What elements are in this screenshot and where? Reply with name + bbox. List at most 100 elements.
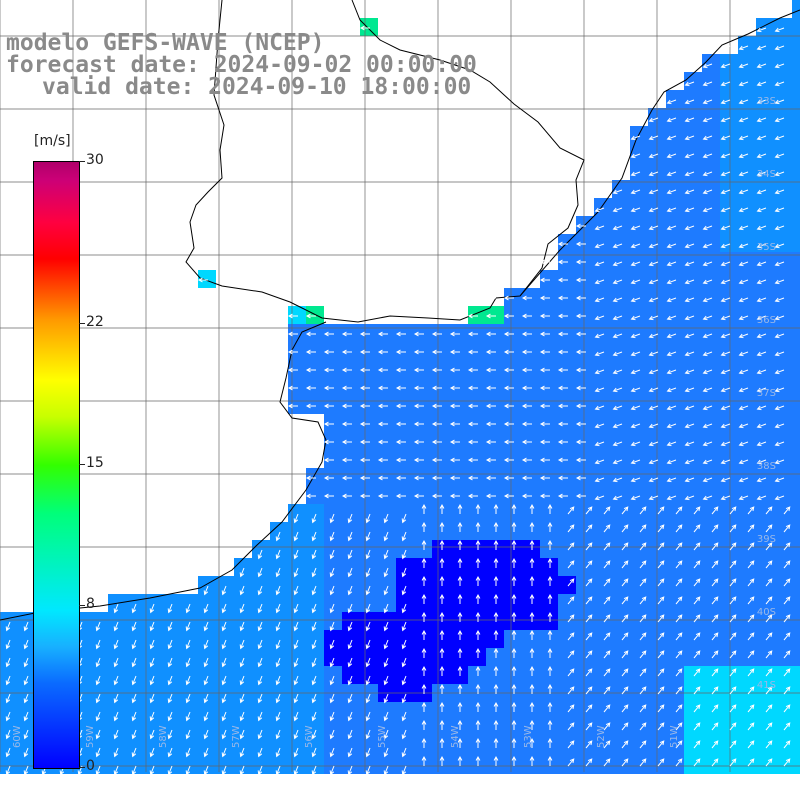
- speed-cell: [666, 234, 684, 252]
- speed-cell: [270, 522, 288, 540]
- wind-arrow: [95, 657, 101, 668]
- wind-arrow: [575, 421, 586, 427]
- wind-arrow: [401, 657, 407, 668]
- wind-arrow: [648, 423, 659, 429]
- speed-cell: [666, 306, 684, 324]
- speed-cell: [432, 504, 450, 522]
- speed-cell: [774, 396, 792, 414]
- wind-arrow: [475, 611, 481, 622]
- speed-cell: [540, 450, 558, 468]
- wind-arrow: [503, 457, 514, 463]
- speed-cell: [342, 522, 360, 540]
- speed-cell: [396, 576, 414, 594]
- speed-cell: [630, 540, 648, 558]
- speed-cell: [468, 522, 486, 540]
- wind-arrow: [293, 693, 299, 704]
- speed-cell: [540, 702, 558, 720]
- wind-arrow: [585, 740, 593, 749]
- wind-arrow: [275, 549, 281, 560]
- speed-cell: [612, 432, 630, 450]
- speed-cell: [162, 666, 180, 684]
- wind-arrow: [311, 693, 317, 704]
- wind-arrow: [702, 99, 713, 105]
- speed-cell: [756, 180, 774, 198]
- wind-arrow: [421, 575, 427, 586]
- wind-arrow: [257, 747, 263, 758]
- speed-cell: [666, 108, 684, 126]
- speed-cell: [468, 720, 486, 738]
- wind-arrow: [648, 189, 659, 195]
- speed-cell: [684, 288, 702, 306]
- wind-arrow: [738, 81, 749, 87]
- speed-cell: [612, 612, 630, 630]
- wind-arrow: [630, 153, 641, 159]
- wind-arrow: [305, 331, 316, 337]
- wind-arrow: [702, 171, 713, 177]
- speed-cell: [378, 450, 396, 468]
- wind-arrow: [529, 719, 535, 730]
- wind-arrow: [675, 650, 683, 659]
- wind-arrow: [621, 632, 629, 641]
- speed-cell: [522, 396, 540, 414]
- speed-cell: [612, 630, 630, 648]
- wind-arrow: [648, 135, 659, 141]
- wind-arrow: [431, 367, 442, 373]
- speed-cell: [594, 432, 612, 450]
- speed-cell: [774, 18, 792, 36]
- speed-cell: [774, 54, 792, 72]
- wind-arrow: [311, 531, 317, 542]
- wind-arrow: [395, 331, 406, 337]
- wind-arrow: [311, 585, 317, 596]
- wind-arrow: [167, 693, 173, 704]
- speed-cell: [468, 378, 486, 396]
- wind-arrow: [621, 704, 629, 713]
- speed-cell: [738, 324, 756, 342]
- speed-cell: [558, 612, 576, 630]
- speed-cell: [450, 342, 468, 360]
- wind-arrow: [765, 542, 773, 551]
- wind-arrow: [720, 495, 731, 501]
- speed-cell: [468, 342, 486, 360]
- wind-arrow: [401, 693, 407, 704]
- wind-arrow: [738, 387, 749, 393]
- wind-arrow: [747, 596, 755, 605]
- wind-arrow: [511, 647, 517, 658]
- speed-cell: [414, 486, 432, 504]
- speed-cell: [288, 594, 306, 612]
- speed-cell: [702, 288, 720, 306]
- wind-arrow: [684, 243, 695, 249]
- wind-arrow: [585, 524, 593, 533]
- wind-arrow: [23, 675, 29, 686]
- wind-arrow: [621, 758, 629, 767]
- speed-cell: [720, 720, 738, 738]
- speed-cell: [792, 36, 800, 54]
- wind-arrow: [503, 295, 514, 301]
- speed-cell: [594, 738, 612, 756]
- speed-cell: [522, 666, 540, 684]
- speed-cell: [684, 630, 702, 648]
- speed-cell: [684, 414, 702, 432]
- speed-cell: [666, 342, 684, 360]
- wind-arrow: [702, 477, 713, 483]
- wind-arrow: [783, 614, 791, 623]
- wind-arrow: [720, 423, 731, 429]
- speed-cell: [468, 396, 486, 414]
- wind-arrow: [539, 331, 550, 337]
- speed-cell: [144, 738, 162, 756]
- wind-arrow: [503, 421, 514, 427]
- speed-cell: [558, 594, 576, 612]
- speed-cell: [180, 738, 198, 756]
- wind-arrow: [774, 315, 785, 321]
- wind-arrow: [511, 503, 517, 514]
- wind-arrow: [575, 277, 586, 283]
- speed-cell: [702, 594, 720, 612]
- wind-arrow: [457, 611, 463, 622]
- speed-cell: [18, 630, 36, 648]
- wind-arrow: [311, 639, 317, 650]
- speed-cell: [306, 648, 324, 666]
- speed-cell: [540, 468, 558, 486]
- wind-arrow: [293, 747, 299, 758]
- speed-cell: [342, 558, 360, 576]
- wind-arrow: [738, 171, 749, 177]
- wind-arrow: [431, 331, 442, 337]
